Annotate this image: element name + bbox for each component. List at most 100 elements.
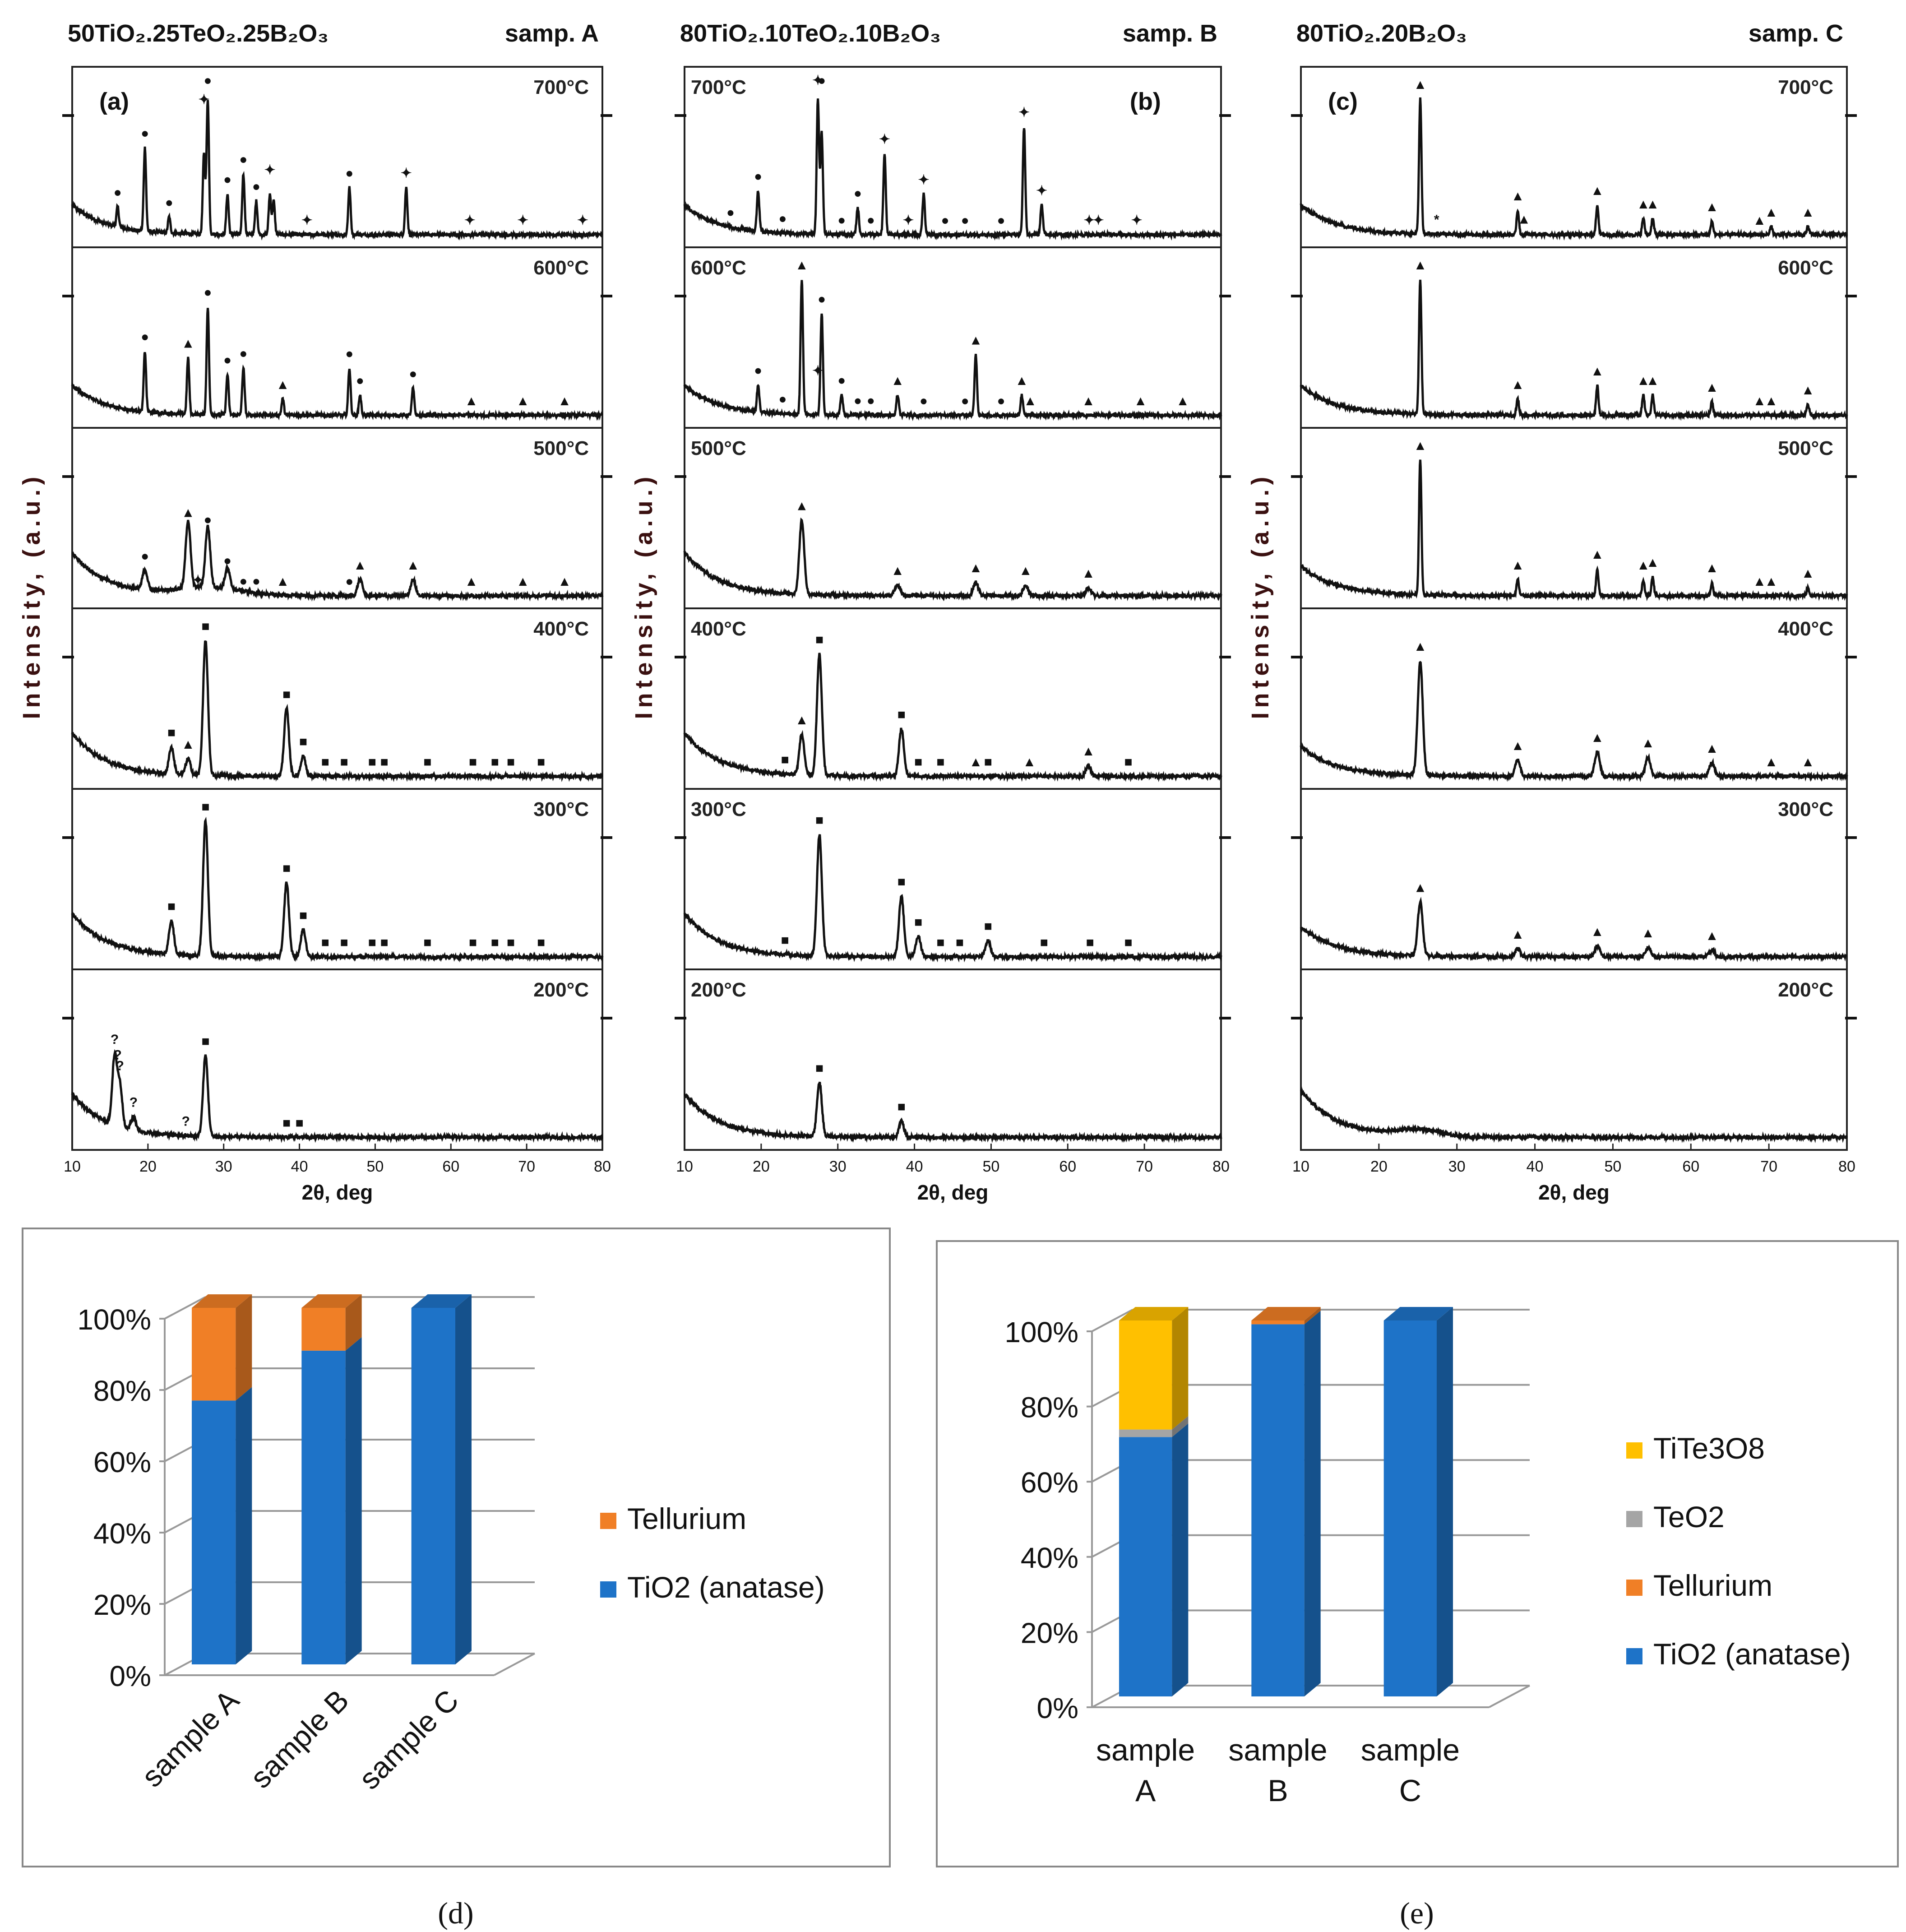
xrd-panel-b: 80TiO₂.10TeO₂.10B₂O₃ samp. B Intensity, (a… <box>630 20 1231 1204</box>
plot-frame <box>684 427 1222 609</box>
xrd-trace <box>683 1081 1222 1144</box>
y-tick-label: 100% <box>1004 1316 1078 1348</box>
x-tick-label: 60 <box>442 1158 459 1175</box>
phase-marker: ● <box>754 169 762 184</box>
phase-marker: ■ <box>469 755 477 769</box>
bar-segment <box>411 1308 455 1664</box>
phase-marker: ▲ <box>891 563 904 578</box>
plot-frame <box>71 788 603 970</box>
phase-marker: ● <box>818 292 826 307</box>
phase-marker: ▲ <box>1591 730 1604 745</box>
phase-marker: ▲ <box>465 394 478 408</box>
phase-marker: ● <box>345 574 353 589</box>
phase-marker: ■ <box>282 1116 291 1130</box>
phase-marker: ● <box>252 574 260 589</box>
phase-marker: ■ <box>423 755 431 769</box>
plot-frame <box>684 788 1222 970</box>
phase-marker: ▲ <box>1764 574 1778 589</box>
phase-marker: ✦ <box>812 73 823 88</box>
phase-marker: ✦ <box>301 213 313 228</box>
phase-marker: ■ <box>167 725 176 740</box>
phase-marker: ● <box>239 574 247 588</box>
phase-marker: ✦ <box>1036 183 1047 198</box>
gridline-depth <box>164 1296 206 1320</box>
phase-marker: ✦ <box>918 172 929 187</box>
x-tick-label: 10 <box>676 1158 693 1175</box>
temperature-label: 700°C <box>533 76 589 98</box>
phase-marker: ● <box>920 394 928 408</box>
phase-marker: ▲ <box>1637 197 1650 212</box>
phase-marker: ▲ <box>1511 738 1525 753</box>
phase-marker: ■ <box>380 755 389 769</box>
phase-marker: ▲ <box>1511 927 1525 942</box>
phase-marker: ■ <box>469 935 477 950</box>
phase-marker: ▲ <box>1414 258 1427 273</box>
plot-frame <box>684 968 1222 1151</box>
x-tick-label: 30 <box>829 1158 847 1175</box>
phase-marker: ? <box>182 1114 190 1129</box>
x-tick-label: 20 <box>1370 1158 1388 1175</box>
phase-marker: ● <box>726 205 735 220</box>
phase-marker: ▲ <box>795 713 809 727</box>
phase-marker: ▲ <box>1082 566 1095 581</box>
phase-marker: ● <box>837 213 846 227</box>
x-tick-label: 70 <box>1136 1158 1153 1175</box>
phase-marker: ▲ <box>1753 574 1767 589</box>
phase-marker: ■ <box>815 632 823 647</box>
phase-marker: ■ <box>537 755 545 769</box>
xrd-trace <box>683 98 1222 241</box>
xrd-trace <box>1300 1086 1848 1144</box>
bar-top <box>411 1294 472 1308</box>
phase-marker: ✦ <box>199 92 210 107</box>
phase-marker: ▲ <box>1764 394 1778 408</box>
phase-marker: ■ <box>507 755 515 769</box>
x-tick-label: 80 <box>1838 1158 1855 1175</box>
phase-marker: ■ <box>897 707 906 722</box>
legend-swatch <box>1626 1442 1642 1459</box>
phase-marker: ■ <box>368 755 376 769</box>
phase-marker: ▲ <box>1015 373 1029 388</box>
phase-marker: ▲ <box>1023 394 1037 408</box>
temperature-label: 200°C <box>533 979 589 1001</box>
xrd-trace <box>71 816 604 963</box>
xrd-trace <box>71 1049 604 1144</box>
x-tick-label: 40 <box>1527 1158 1544 1175</box>
x-tick-label: 70 <box>518 1158 535 1175</box>
x-tick-label: 60 <box>1059 1158 1076 1175</box>
phase-marker: ▲ <box>407 558 420 573</box>
phase-marker: ■ <box>507 935 515 950</box>
phase-marker: ■ <box>296 1116 304 1130</box>
temperature-label: 500°C <box>533 437 589 459</box>
phase-marker: ■ <box>897 874 906 889</box>
phase-marker: ● <box>114 185 122 200</box>
xrd-trace <box>1300 661 1848 783</box>
phase-marker: ▲ <box>1705 561 1719 575</box>
panel-caption: (e) <box>1400 1896 1434 1930</box>
bar-side <box>1172 1423 1189 1696</box>
phase-marker: ■ <box>299 908 307 923</box>
phase-marker: ? <box>130 1095 138 1110</box>
phase-marker: ■ <box>537 935 545 950</box>
y-tick-label: 0% <box>110 1660 152 1692</box>
phase-marker: ▲ <box>969 333 983 348</box>
bar-segment <box>192 1308 236 1401</box>
phase-marker: ▲ <box>1176 394 1189 408</box>
bar-side <box>1304 1307 1321 1325</box>
sample-title: samp. C <box>1749 20 1843 47</box>
phase-marker: * <box>1434 213 1439 227</box>
phase-marker: ▲ <box>181 336 195 351</box>
phase-marker: ■ <box>1086 935 1094 950</box>
bar-side <box>1172 1307 1189 1430</box>
category-label: sample <box>1096 1733 1195 1767</box>
phase-marker: ● <box>204 285 212 300</box>
phase-marker: ▲ <box>1705 928 1719 943</box>
phase-marker: ■ <box>491 935 499 950</box>
y-tick-label: 80% <box>93 1375 151 1407</box>
bar-side <box>1437 1307 1453 1696</box>
phase-marker: ▲ <box>1414 880 1427 895</box>
phase-marker: ■ <box>201 799 209 814</box>
xrd-trace <box>683 517 1222 602</box>
phase-marker: ■ <box>984 919 992 934</box>
phase-marker: ■ <box>167 899 176 914</box>
x-tick-label: 50 <box>983 1158 1000 1175</box>
